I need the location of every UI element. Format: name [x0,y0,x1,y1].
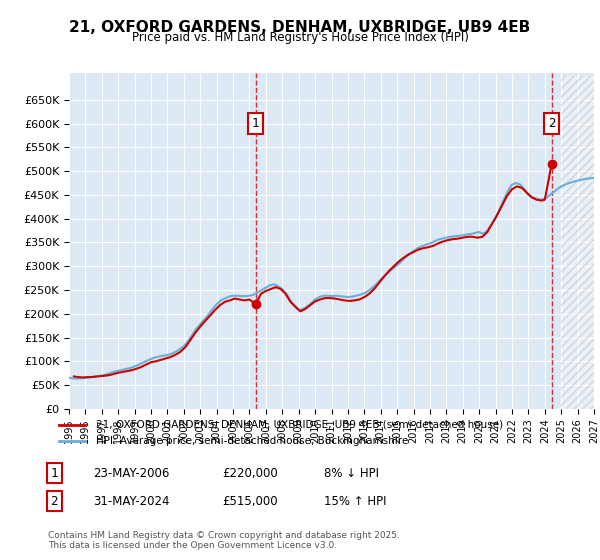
Text: 21, OXFORD GARDENS, DENHAM, UXBRIDGE, UB9 4EB: 21, OXFORD GARDENS, DENHAM, UXBRIDGE, UB… [70,20,530,35]
Text: 1: 1 [50,466,58,480]
Text: HPI: Average price, semi-detached house, Buckinghamshire: HPI: Average price, semi-detached house,… [95,436,408,446]
Text: Contains HM Land Registry data © Crown copyright and database right 2025.
This d: Contains HM Land Registry data © Crown c… [48,530,400,550]
Text: 15% ↑ HPI: 15% ↑ HPI [324,494,386,508]
Text: 23-MAY-2006: 23-MAY-2006 [93,466,169,480]
Text: Price paid vs. HM Land Registry's House Price Index (HPI): Price paid vs. HM Land Registry's House … [131,31,469,44]
Bar [561,76,594,409]
Text: 1: 1 [252,117,259,130]
Text: 2: 2 [50,494,58,508]
Text: £220,000: £220,000 [222,466,278,480]
Text: 8% ↓ HPI: 8% ↓ HPI [324,466,379,480]
Text: 31-MAY-2024: 31-MAY-2024 [93,494,170,508]
Text: 21, OXFORD GARDENS, DENHAM, UXBRIDGE, UB9 4EB (semi-detached house): 21, OXFORD GARDENS, DENHAM, UXBRIDGE, UB… [95,419,503,430]
Text: £515,000: £515,000 [222,494,278,508]
Text: 2: 2 [548,117,556,130]
